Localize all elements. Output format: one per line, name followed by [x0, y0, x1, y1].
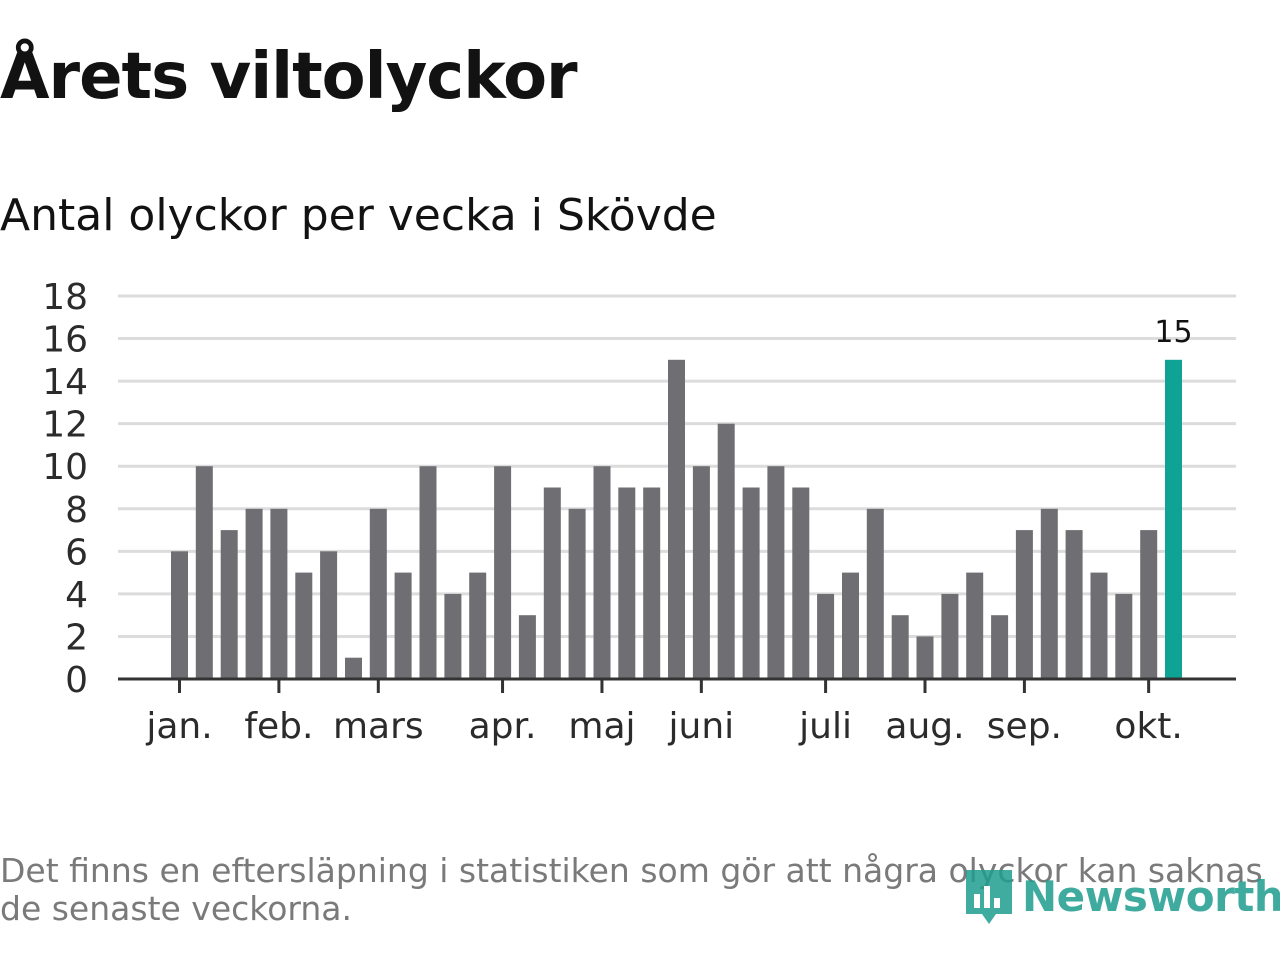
bar: [494, 466, 512, 679]
bar: [916, 636, 934, 679]
bar: [618, 487, 636, 679]
bar: [320, 551, 338, 679]
bar: [668, 359, 685, 679]
x-axis: [118, 677, 1236, 693]
bar: [966, 572, 984, 679]
x-tick-label: okt.: [1114, 706, 1182, 747]
y-tick-label: 2: [65, 617, 88, 658]
x-tick-label: feb.: [244, 706, 313, 747]
bar: [643, 487, 661, 679]
bar: [593, 466, 611, 679]
bar: [220, 530, 238, 679]
y-tick-label: 4: [65, 575, 88, 616]
y-tick-label: 12: [42, 405, 88, 446]
bar: [1015, 530, 1033, 679]
x-tick-label: apr.: [469, 706, 537, 747]
y-tick-label: 16: [42, 320, 88, 361]
x-tick-label: maj: [568, 706, 635, 747]
chart-subtitle: Antal olyckor per vecka i Skövde: [0, 190, 717, 241]
footnote: Det finns en eftersläpning i statistiken…: [0, 851, 1263, 928]
data-label-highlight: 15: [1154, 315, 1192, 350]
bar: [941, 593, 959, 679]
bar: [717, 423, 735, 679]
data-labels: 15: [1154, 315, 1192, 350]
bar: [568, 508, 586, 679]
bar-highlighted: [1165, 359, 1182, 679]
bar: [171, 551, 188, 679]
x-axis-labels: jan. feb. mars apr. maj juni juli aug. sep. okt.: [145, 706, 1183, 747]
bars: [171, 359, 1182, 679]
bar: [767, 466, 785, 679]
bar: [742, 487, 760, 679]
newsworthy-logo: Newsworthy: [962, 862, 1280, 930]
bar: [543, 487, 561, 679]
bar: [866, 508, 884, 679]
bar: [991, 615, 1009, 679]
y-tick-label: 10: [42, 447, 88, 488]
y-tick-label: 18: [42, 277, 88, 318]
bar: [792, 487, 810, 679]
bar: [469, 572, 487, 679]
bar: [444, 593, 462, 679]
x-tick-label: sep.: [987, 706, 1062, 747]
x-tick-label: mars: [333, 706, 424, 747]
bar: [1115, 593, 1133, 679]
bar: [1090, 572, 1108, 679]
bar: [891, 615, 909, 679]
y-tick-label: 8: [65, 490, 88, 531]
bar: [295, 572, 313, 679]
bar: [419, 466, 437, 679]
bar: [245, 508, 263, 679]
bar: [817, 593, 835, 679]
x-tick-label: jan.: [145, 706, 212, 747]
bar: [842, 572, 859, 679]
bar: [1065, 530, 1083, 679]
y-tick-label: 6: [65, 532, 88, 573]
x-tick-label: aug.: [885, 706, 964, 747]
bar: [270, 508, 288, 679]
bar: [1040, 508, 1058, 679]
newsworthy-bar-chart-icon: [966, 870, 1012, 924]
bar: [692, 466, 710, 679]
x-tick-label: juni: [668, 706, 735, 747]
bar: [1140, 530, 1158, 679]
bar: [369, 508, 387, 679]
bar: [394, 572, 412, 679]
logo-text: Newsworthy: [1022, 871, 1280, 921]
y-tick-label: 14: [42, 362, 88, 403]
bar: [345, 657, 362, 679]
bar: [518, 615, 536, 679]
bar: [195, 466, 213, 679]
chart-title: Årets viltolyckor: [0, 40, 578, 114]
x-tick-label: juli: [798, 706, 852, 747]
y-tick-label: 0: [65, 660, 88, 701]
